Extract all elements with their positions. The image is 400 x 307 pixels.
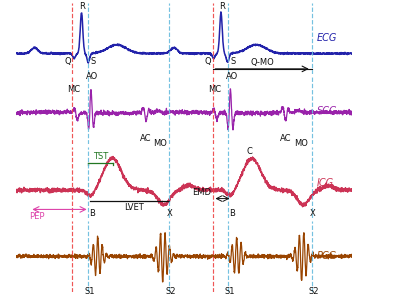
Text: ECG: ECG xyxy=(317,33,337,43)
Text: PEP: PEP xyxy=(30,212,45,221)
Text: Q: Q xyxy=(204,57,211,66)
Text: X: X xyxy=(167,209,172,219)
Text: AO: AO xyxy=(86,72,98,81)
Text: S: S xyxy=(90,57,96,66)
Text: B: B xyxy=(89,209,95,219)
Text: C: C xyxy=(246,147,252,156)
Text: AO: AO xyxy=(226,72,238,81)
Text: Q-MO: Q-MO xyxy=(250,58,274,67)
Text: TST: TST xyxy=(93,152,108,161)
Text: S2: S2 xyxy=(165,287,176,296)
Text: R: R xyxy=(219,2,224,11)
Text: AC: AC xyxy=(280,134,291,142)
Text: EMD: EMD xyxy=(192,188,211,196)
Text: X: X xyxy=(310,209,315,219)
Text: B: B xyxy=(230,209,235,219)
Text: MO: MO xyxy=(294,139,308,148)
Text: Q: Q xyxy=(64,57,71,66)
Text: S2: S2 xyxy=(308,287,319,296)
Text: S1: S1 xyxy=(84,287,95,296)
Text: ICG: ICG xyxy=(317,178,334,188)
Text: SCG: SCG xyxy=(317,106,337,115)
Text: MO: MO xyxy=(154,139,168,148)
Text: R: R xyxy=(79,2,85,11)
Text: PCG: PCG xyxy=(317,251,337,261)
Text: S: S xyxy=(230,57,236,66)
Text: LVET: LVET xyxy=(124,203,144,212)
Text: MC: MC xyxy=(208,85,221,94)
Text: AC: AC xyxy=(140,134,151,142)
Text: S1: S1 xyxy=(224,287,235,296)
Text: MC: MC xyxy=(68,85,81,94)
